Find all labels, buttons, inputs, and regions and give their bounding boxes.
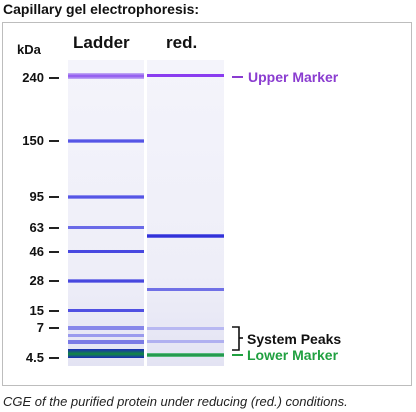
reduced-upper-marker-band [147, 74, 224, 77]
tick-label-63: 63 [29, 220, 44, 235]
ladder-band-63 [68, 226, 144, 229]
lane-header-reduced: red. [166, 33, 198, 52]
tick-label-95: 95 [29, 189, 44, 204]
tick-mark-15 [49, 310, 59, 312]
figure-title: Capillary gel electrophoresis: [3, 1, 200, 17]
reduced-system-peak-b [147, 340, 224, 343]
reduced-system-peak-a [147, 327, 224, 330]
lane-ladder [68, 60, 144, 366]
lower-marker-label: Lower Marker [247, 347, 339, 363]
ladder-band-15 [68, 309, 144, 312]
tick-label-46: 46 [29, 244, 44, 259]
reduced-protein-band-minor [147, 288, 224, 291]
reduced-lower-marker-band [147, 353, 224, 357]
ladder-band-7 [68, 326, 144, 330]
system-peaks-label: System Peaks [247, 331, 342, 347]
tick-mark-46 [49, 251, 59, 253]
ladder-system-peak-b [68, 340, 144, 344]
system-peaks-bracket [232, 326, 240, 351]
lane-header-ladder: Ladder [73, 33, 130, 52]
ladder-system-peak-a [68, 334, 144, 337]
ladder-band-46 [68, 250, 144, 253]
ladder-band-150 [68, 139, 144, 143]
figure-caption: CGE of the purified protein under reduci… [3, 394, 348, 409]
tick-label-240: 240 [22, 70, 44, 85]
tick-mark-4-5 [49, 357, 59, 359]
tick-mark-63 [49, 227, 59, 229]
ladder-lower-marker-band [68, 349, 144, 358]
tick-mark-150 [49, 140, 59, 142]
unit-label: kDa [17, 42, 41, 57]
tick-label-4-5: 4.5 [25, 350, 44, 365]
tick-label-150: 150 [22, 133, 44, 148]
upper-marker-label: Upper Marker [248, 69, 339, 85]
gel-frame [2, 22, 412, 386]
tick-label-28: 28 [29, 273, 44, 288]
tick-label-7: 7 [36, 320, 44, 335]
ladder-band-28 [68, 279, 144, 283]
tick-mark-95 [49, 196, 59, 198]
tick-label-15: 15 [29, 303, 44, 318]
tick-mark-7 [49, 327, 59, 329]
tick-mark-28 [49, 280, 59, 282]
lane-reduced [147, 60, 224, 366]
ladder-band-240 [68, 73, 144, 79]
tick-mark-240 [49, 77, 59, 79]
reduced-protein-band-main [147, 234, 224, 238]
ladder-band-95 [68, 195, 144, 199]
